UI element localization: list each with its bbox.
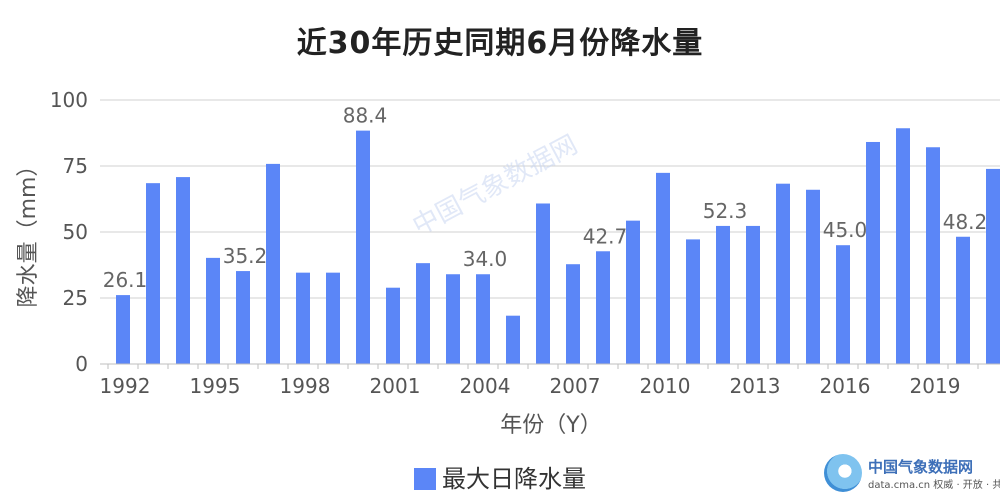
data-label-1996: 35.2 (223, 244, 268, 268)
x-tick-label: 1998 (280, 374, 331, 398)
y-tick-label: 50 (63, 220, 88, 244)
bar-1997 (266, 163, 280, 364)
y-axis-title: 降水量（mm） (16, 155, 41, 308)
legend-label: 最大日降水量 (442, 465, 586, 493)
x-tick-label: 2001 (370, 374, 421, 398)
logo-url: data.cma.cn 权威 · 开放 · 共赢 (868, 480, 1000, 491)
bar-2021 (986, 168, 1000, 364)
data-label-1992: 26.1 (103, 268, 148, 292)
x-axis-title: 年份（Y） (500, 413, 601, 438)
bars (116, 128, 1000, 364)
bar-2007 (566, 264, 580, 364)
bar-1992 (116, 295, 130, 364)
x-tick-label: 2004 (460, 374, 511, 398)
data-label-2020: 48.2 (943, 210, 988, 234)
x-tick-label: 2013 (730, 374, 781, 398)
bar-2009 (626, 220, 640, 364)
bar-2019 (926, 147, 940, 364)
bar-1993 (146, 183, 160, 364)
x-tick-label: 2016 (820, 374, 871, 398)
bar-2015 (806, 189, 820, 364)
x-tick-label: 2019 (910, 374, 961, 398)
x-tick-label: 2007 (550, 374, 601, 398)
logo-name: 中国气象数据网 (868, 458, 974, 476)
chart-title: 近30年历史同期6月份降水量 (296, 26, 704, 61)
bar-2017 (866, 141, 880, 364)
data-labels: 26.1 35.2 88.4 34.0 42.7 52.3 45.0 48.2 (103, 104, 988, 292)
bar-2014 (776, 183, 790, 364)
bar-2018 (896, 128, 910, 364)
x-tick-label: 1995 (190, 374, 241, 398)
bar-1998 (296, 272, 310, 364)
bar-2008 (596, 251, 610, 364)
bar-2011 (686, 239, 700, 364)
bar-2010 (656, 172, 670, 364)
legend-swatch (414, 468, 436, 490)
cma-logo: 中国气象数据网 data.cma.cn 权威 · 开放 · 共赢 (824, 452, 1000, 494)
bar-2002 (416, 263, 430, 364)
x-tick-label: 1992 (100, 374, 151, 398)
bar-2006 (536, 203, 550, 364)
y-tick-label: 0 (75, 352, 88, 376)
bar-2020 (956, 236, 970, 364)
bar-2003 (446, 274, 460, 364)
data-label-2000: 88.4 (343, 104, 388, 128)
bar-2004 (476, 274, 490, 364)
y-tick-label: 25 (63, 286, 88, 310)
bar-2016 (836, 245, 850, 364)
x-tick-label: 2010 (640, 374, 691, 398)
bar-2000 (356, 130, 370, 364)
bar-2001 (386, 287, 400, 364)
bar-2013 (746, 225, 760, 364)
y-tick-label: 75 (63, 154, 88, 178)
axes: 1992 1995 1998 2001 2004 2007 2010 2013 2016 2019 (100, 363, 1000, 398)
bar-1999 (326, 272, 340, 364)
data-label-2016: 45.0 (823, 218, 868, 242)
data-label-2008: 42.7 (583, 224, 628, 248)
bar-2012 (716, 225, 730, 364)
legend[interactable]: 最大日降水量 (0, 459, 1000, 494)
bar-2005 (506, 315, 520, 364)
bar-1995 (206, 257, 220, 364)
y-tick-label: 100 (50, 88, 88, 112)
data-label-2004: 34.0 (463, 247, 508, 271)
data-label-2012: 52.3 (703, 199, 748, 223)
cma-logo-icon (824, 454, 862, 492)
bar-1996 (236, 271, 250, 364)
bar-1994 (176, 177, 190, 364)
